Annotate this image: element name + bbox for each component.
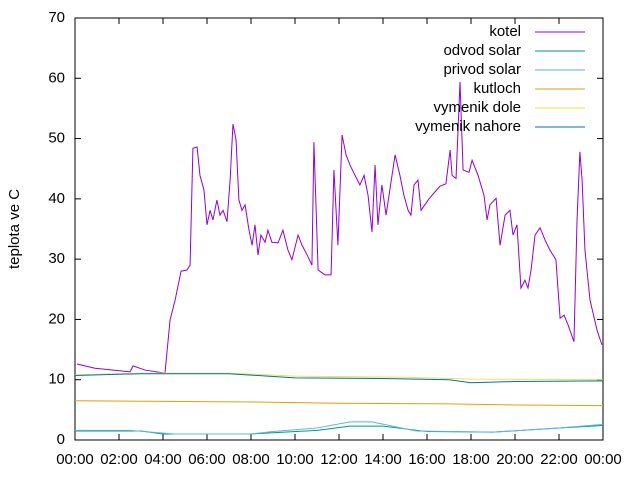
y-tick-label: 70 xyxy=(48,9,65,26)
series-line xyxy=(75,421,604,435)
y-tick-label: 50 xyxy=(48,130,65,147)
x-tick-label: 06:00 xyxy=(188,451,226,468)
x-tick-label: 08:00 xyxy=(232,451,270,468)
y-tick-label: 0 xyxy=(57,431,65,448)
x-tick-label: 14:00 xyxy=(364,451,402,468)
y-axis-label: teplota ve C xyxy=(6,189,23,269)
x-tick-label: 00:00 xyxy=(584,451,622,468)
series-line xyxy=(76,81,603,374)
y-tick-label: 10 xyxy=(48,371,65,388)
y-tick-label: 60 xyxy=(48,69,65,86)
x-tick-label: 12:00 xyxy=(320,451,358,468)
legend-label: vymenik nahore xyxy=(415,118,521,135)
x-tick-label: 00:00 xyxy=(56,451,94,468)
x-tick-label: 10:00 xyxy=(276,451,314,468)
x-tick-label: 16:00 xyxy=(408,451,446,468)
legend-label: odvod solar xyxy=(443,42,521,59)
y-tick-label: 20 xyxy=(48,310,65,327)
x-tick-label: 02:00 xyxy=(100,451,138,468)
y-tick-label: 40 xyxy=(48,190,65,207)
x-tick-label: 20:00 xyxy=(496,451,534,468)
series-line xyxy=(74,373,604,384)
series-line xyxy=(74,400,604,407)
legend-label: kotel xyxy=(489,23,521,40)
series-line xyxy=(74,372,604,381)
legend-label: kutloch xyxy=(473,80,521,97)
x-tick-label: 18:00 xyxy=(452,451,490,468)
x-tick-label: 22:00 xyxy=(540,451,578,468)
legend-label: vymenik dole xyxy=(433,99,521,116)
y-tick-label: 30 xyxy=(48,250,65,267)
x-tick-label: 04:00 xyxy=(144,451,182,468)
legend-label: privod solar xyxy=(443,61,521,78)
